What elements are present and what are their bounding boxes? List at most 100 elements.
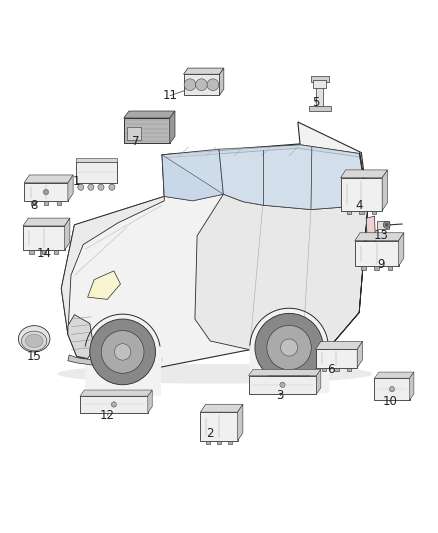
Polygon shape (162, 155, 223, 201)
Ellipse shape (57, 364, 372, 384)
Polygon shape (68, 314, 94, 359)
Text: 4: 4 (355, 199, 363, 212)
Polygon shape (410, 372, 414, 400)
Bar (374, 266, 379, 270)
Text: 12: 12 (100, 409, 115, 422)
Ellipse shape (281, 339, 298, 356)
Polygon shape (237, 404, 243, 441)
Circle shape (207, 79, 219, 91)
Polygon shape (68, 355, 147, 373)
Text: 6: 6 (327, 363, 335, 376)
Bar (316, 80, 323, 109)
Bar (355, 241, 399, 266)
Polygon shape (88, 271, 120, 300)
Polygon shape (357, 342, 362, 368)
Text: 10: 10 (382, 395, 397, 408)
Bar (206, 441, 210, 444)
Polygon shape (219, 145, 368, 209)
Text: 14: 14 (36, 247, 51, 260)
Polygon shape (316, 369, 321, 394)
Ellipse shape (267, 325, 311, 370)
Circle shape (111, 402, 117, 407)
Polygon shape (366, 216, 376, 253)
Ellipse shape (25, 334, 43, 348)
Ellipse shape (101, 330, 144, 373)
Bar (359, 211, 364, 214)
Bar (201, 412, 237, 441)
Bar (80, 396, 148, 413)
Polygon shape (219, 68, 224, 95)
Polygon shape (124, 111, 175, 118)
Text: 8: 8 (31, 199, 38, 212)
Polygon shape (68, 175, 73, 201)
Ellipse shape (91, 352, 163, 368)
Text: 2: 2 (206, 427, 214, 440)
Circle shape (98, 184, 104, 190)
Bar (346, 368, 351, 371)
Bar (361, 266, 366, 270)
Bar (217, 441, 221, 444)
Ellipse shape (254, 348, 333, 365)
Bar (321, 368, 326, 371)
Bar (334, 368, 339, 371)
Text: 5: 5 (312, 96, 319, 109)
Polygon shape (65, 218, 70, 250)
Bar (75, 162, 117, 183)
Circle shape (109, 184, 115, 190)
Bar (57, 201, 61, 205)
Polygon shape (249, 369, 321, 376)
Ellipse shape (255, 313, 323, 382)
Ellipse shape (18, 326, 50, 352)
Polygon shape (399, 233, 404, 266)
Circle shape (389, 386, 395, 392)
Text: 3: 3 (277, 389, 284, 402)
Circle shape (88, 184, 94, 190)
Text: 11: 11 (162, 89, 177, 102)
Polygon shape (320, 152, 368, 359)
Bar (24, 183, 68, 201)
Polygon shape (24, 175, 73, 183)
Bar (42, 250, 46, 254)
Ellipse shape (90, 319, 155, 385)
Text: 7: 7 (132, 135, 140, 148)
Polygon shape (374, 372, 414, 378)
Polygon shape (315, 342, 362, 349)
Bar (315, 349, 357, 368)
Circle shape (78, 184, 84, 190)
Polygon shape (195, 194, 368, 359)
Polygon shape (184, 68, 224, 74)
Bar (346, 211, 351, 214)
Text: 9: 9 (377, 258, 385, 271)
Polygon shape (61, 122, 368, 369)
Circle shape (196, 79, 207, 91)
Bar (313, 80, 326, 88)
Bar (124, 118, 170, 143)
Circle shape (184, 79, 196, 91)
Bar (44, 201, 48, 205)
Bar (388, 266, 392, 270)
Bar (228, 441, 232, 444)
Bar (23, 226, 65, 250)
Polygon shape (340, 170, 387, 178)
Bar (29, 250, 33, 254)
Bar (309, 106, 331, 111)
Text: 1: 1 (73, 175, 81, 188)
Polygon shape (170, 111, 175, 143)
Ellipse shape (114, 344, 131, 360)
Polygon shape (23, 218, 70, 226)
Text: 13: 13 (374, 229, 389, 243)
Polygon shape (382, 170, 387, 211)
Circle shape (385, 223, 389, 227)
Circle shape (280, 382, 285, 387)
Polygon shape (162, 149, 223, 201)
Bar (371, 211, 376, 214)
Bar (54, 250, 58, 254)
Bar (374, 378, 410, 400)
Polygon shape (201, 404, 243, 412)
Bar (340, 178, 382, 211)
Bar (311, 76, 328, 82)
Bar (249, 376, 316, 394)
Bar (75, 158, 117, 162)
Polygon shape (148, 390, 152, 413)
Polygon shape (355, 233, 404, 241)
